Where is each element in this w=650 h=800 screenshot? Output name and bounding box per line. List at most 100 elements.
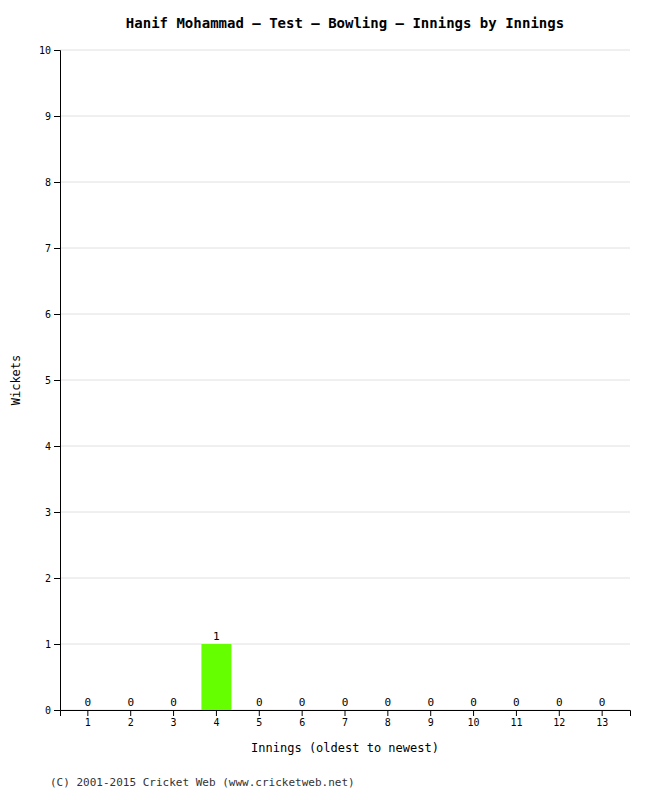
bar <box>116 710 146 711</box>
y-tick-label: 5 <box>45 375 51 386</box>
title: Hanif Mohammad – Test – Bowling – Inning… <box>126 15 564 31</box>
x-tick-label: 2 <box>128 717 134 728</box>
y-tick: 5 <box>45 375 60 386</box>
x-tick-label: 11 <box>510 717 522 728</box>
y-axis-label: Wickets <box>9 355 23 406</box>
x-tick: 1 <box>85 710 91 728</box>
grid-line <box>60 644 630 645</box>
y-tick-label: 9 <box>45 111 51 122</box>
x-tick: 3 <box>171 710 177 728</box>
grid <box>60 50 630 710</box>
x-tick-label: 5 <box>256 717 262 728</box>
grid-line <box>60 182 630 183</box>
data-label: 0 <box>385 696 392 709</box>
x-tick-label: 12 <box>553 717 565 728</box>
x-tick: 2 <box>128 710 134 728</box>
data-label: 0 <box>556 696 563 709</box>
x-tick-mark <box>345 710 346 716</box>
data-label: 1 <box>213 630 220 643</box>
y-tick: 7 <box>45 243 60 254</box>
x-axis-line <box>61 711 631 717</box>
data-label: 0 <box>513 696 520 709</box>
x-tick-mark <box>430 710 431 716</box>
x-tick-mark <box>173 710 174 716</box>
y-tick-label: 7 <box>45 243 51 254</box>
x-tick-mark <box>130 710 131 716</box>
x-tick: 13 <box>596 710 608 728</box>
bar <box>373 710 403 711</box>
x-tick-label: 7 <box>342 717 348 728</box>
y-tick: 0 <box>45 705 60 716</box>
x-tick-label: 13 <box>596 717 608 728</box>
x-tick-mark <box>387 710 388 716</box>
y-axis-line <box>54 51 61 711</box>
x-tick: 10 <box>468 710 480 728</box>
x-tick: 5 <box>256 710 262 728</box>
y-tick: 6 <box>45 309 60 320</box>
bar <box>201 644 231 710</box>
y-tick-label: 10 <box>39 45 51 56</box>
x-tick: 6 <box>299 710 305 728</box>
x-tick-label: 3 <box>171 717 177 728</box>
x-tick-label: 1 <box>85 717 91 728</box>
data-labels: 0001000000000 <box>85 630 606 709</box>
y-tick: 4 <box>45 441 60 452</box>
bar <box>459 710 489 711</box>
y-tick-label: 0 <box>45 705 51 716</box>
y-axis: 012345678910 <box>39 45 61 716</box>
data-label: 0 <box>299 696 306 709</box>
x-tick: 11 <box>510 710 522 728</box>
x-tick: 4 <box>213 710 219 728</box>
data-label: 0 <box>256 696 263 709</box>
y-tick-label: 1 <box>45 639 51 650</box>
x-tick-mark <box>559 710 560 716</box>
y-tick-label: 4 <box>45 441 51 452</box>
footer: (C) 2001-2015 Cricket Web (www.cricketwe… <box>50 776 355 789</box>
y-tick-label: 2 <box>45 573 51 584</box>
bar <box>544 710 574 711</box>
y-tick-label: 3 <box>45 507 51 518</box>
x-tick-mark <box>87 710 88 716</box>
x-tick-mark <box>302 710 303 716</box>
grid-line <box>60 50 630 51</box>
bar <box>244 710 274 711</box>
x-tick-label: 4 <box>213 717 219 728</box>
x-tick: 7 <box>342 710 348 728</box>
x-tick: 12 <box>553 710 565 728</box>
y-tick-mark <box>54 512 60 513</box>
data-label: 0 <box>470 696 477 709</box>
grid-line <box>60 446 630 447</box>
x-tick: 9 <box>428 710 434 728</box>
x-tick-mark <box>516 710 517 716</box>
x-tick-mark <box>602 710 603 716</box>
bar <box>330 710 360 711</box>
y-tick: 10 <box>39 45 60 56</box>
x-tick-label: 6 <box>299 717 305 728</box>
bar <box>287 710 317 711</box>
y-tick-mark <box>54 446 60 447</box>
y-tick-mark <box>54 314 60 315</box>
x-tick-mark <box>259 710 260 716</box>
grid-line <box>60 578 630 579</box>
x-axis-label: Innings (oldest to newest) <box>251 741 439 755</box>
data-label: 0 <box>427 696 434 709</box>
bar <box>73 710 103 711</box>
grid-line <box>60 116 630 117</box>
y-tick-label: 6 <box>45 309 51 320</box>
x-tick-mark <box>216 710 217 716</box>
grid-line <box>60 380 630 381</box>
y-tick-mark <box>54 644 60 645</box>
bars <box>201 644 231 710</box>
y-tick-mark <box>54 182 60 183</box>
x-tick-label: 10 <box>468 717 480 728</box>
data-label: 0 <box>127 696 134 709</box>
chart: 0001000000000123456789101112130123456789… <box>0 0 650 800</box>
y-tick-mark <box>54 248 60 249</box>
y-tick-mark <box>54 116 60 117</box>
y-tick: 2 <box>45 573 60 584</box>
data-label: 0 <box>599 696 606 709</box>
bar <box>587 710 617 711</box>
data-label: 0 <box>85 696 92 709</box>
grid-line <box>60 248 630 249</box>
x-tick: 8 <box>385 710 391 728</box>
